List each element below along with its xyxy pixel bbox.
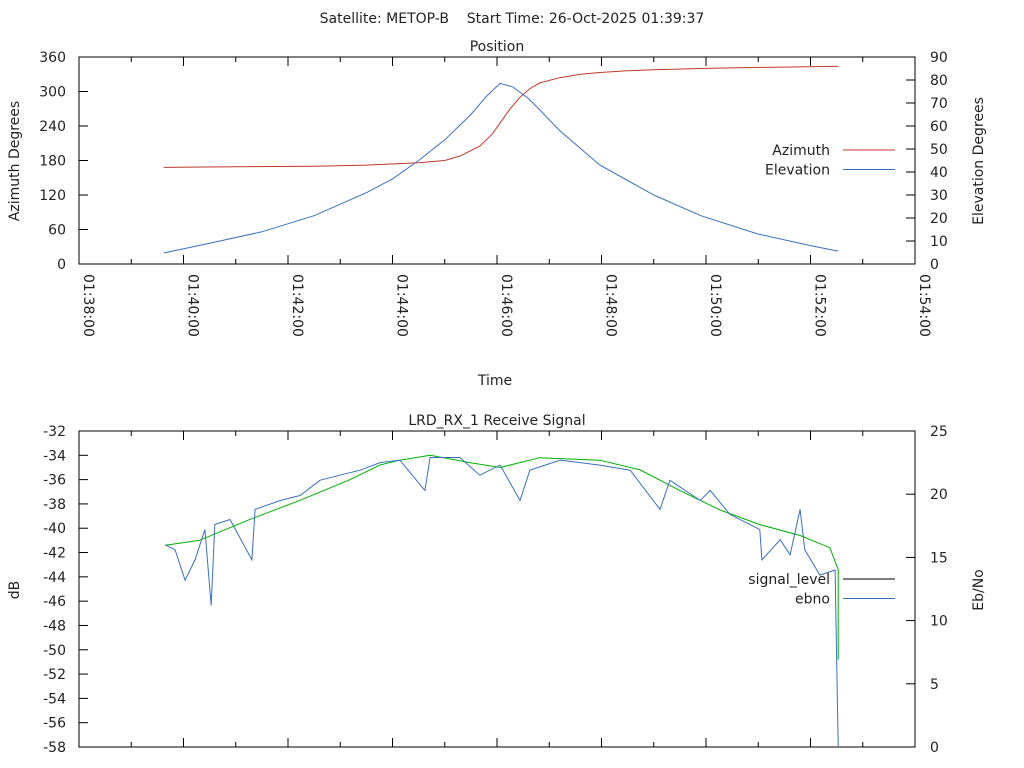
y2-tick-label: 25 — [930, 424, 948, 440]
y2-tick-label: 30 — [930, 188, 948, 204]
y-tick-label: -36 — [43, 473, 66, 489]
y-tick-label: 240 — [39, 119, 66, 135]
y-tick-label: -54 — [43, 691, 66, 707]
y-tick-label: 0 — [57, 257, 66, 273]
y-tick-label: 180 — [39, 154, 66, 170]
y-tick-label: -56 — [43, 716, 66, 732]
x-tick-label: 01:44:00 — [394, 274, 410, 337]
y-tick-label: -40 — [43, 521, 66, 537]
signal-y2-axis-label: Eb/No — [971, 569, 987, 611]
position-y-axis-label: Azimuth Degrees — [7, 101, 23, 221]
position-x-axis-label: Time — [477, 373, 512, 389]
y2-tick-label: 0 — [930, 257, 939, 273]
figure-title: Satellite: METOP-B Start Time: 26-Oct-20… — [320, 11, 705, 27]
plot-border — [78, 430, 916, 748]
y2-tick-label: 20 — [930, 211, 948, 227]
y-tick-label: -44 — [43, 570, 66, 586]
y-tick-label: 120 — [39, 188, 66, 204]
y2-tick-label: 5 — [930, 677, 939, 693]
y-tick-label: 60 — [48, 223, 66, 239]
y-tick-label: -58 — [43, 740, 66, 756]
x-tick-label: 01:40:00 — [185, 274, 201, 337]
ebno-line — [164, 457, 839, 748]
x-tick-label: 01:48:00 — [603, 274, 619, 337]
position-chart: 01:38:00 01:40:00 01:42:00 01:44:00 01:46:00… — [39, 50, 948, 337]
y2-tick-label: 60 — [930, 119, 948, 135]
x-tick-label: 01:46:00 — [498, 274, 514, 337]
x-tick-label: 01:54:00 — [916, 274, 932, 337]
elevation-legend-label: Elevation — [765, 163, 830, 179]
y-tick-label: -52 — [43, 667, 66, 683]
y2-tick-label: 10 — [930, 234, 948, 250]
position-chart-title: Position — [470, 39, 525, 55]
y-tick-label: -50 — [43, 643, 66, 659]
ebno-legend-label: ebno — [795, 592, 830, 608]
plot-border — [78, 56, 916, 265]
signal-chart: -32 -34 -36 -38 -40 -42 -44 -46 -48 -50 -52 -54 -56 -… — [43, 424, 948, 756]
y-tick-label: -46 — [43, 594, 66, 610]
y2-tick-label: 90 — [930, 50, 948, 66]
y-tick-label: -38 — [43, 497, 66, 513]
azimuth-line — [163, 65, 839, 168]
y-tick-label: -34 — [43, 448, 66, 464]
y2-tick-label: 15 — [930, 550, 948, 566]
y-tick-label: 360 — [39, 50, 66, 66]
y2-tick-label: 20 — [930, 487, 948, 503]
y-tick-label: -42 — [43, 546, 66, 562]
signal-y-axis-label: dB — [7, 581, 23, 600]
x-tick-label: 01:52:00 — [812, 274, 828, 337]
y2-tick-label: 0 — [930, 740, 939, 756]
y2-tick-label: 80 — [930, 73, 948, 89]
y-tick-label: -48 — [43, 618, 66, 634]
y2-tick-label: 50 — [930, 142, 948, 158]
y-tick-label: -32 — [43, 424, 66, 440]
signal-level-legend-label: signal_level — [748, 572, 830, 588]
y-tick-label: 300 — [39, 85, 66, 101]
y2-tick-label: 10 — [930, 614, 948, 630]
azimuth-legend-label: Azimuth — [772, 143, 830, 159]
x-tick-label: 01:38:00 — [80, 274, 96, 337]
y2-tick-label: 40 — [930, 165, 948, 181]
x-tick-label: 01:50:00 — [707, 274, 723, 337]
elevation-line — [163, 82, 839, 254]
signal-chart-title: LRD_RX_1 Receive Signal — [408, 413, 585, 429]
y2-tick-label: 70 — [930, 96, 948, 112]
position-y2-axis-label: Elevation Degrees — [971, 97, 987, 225]
x-tick-label: 01:42:00 — [289, 274, 305, 337]
signal-level-line — [165, 454, 839, 660]
